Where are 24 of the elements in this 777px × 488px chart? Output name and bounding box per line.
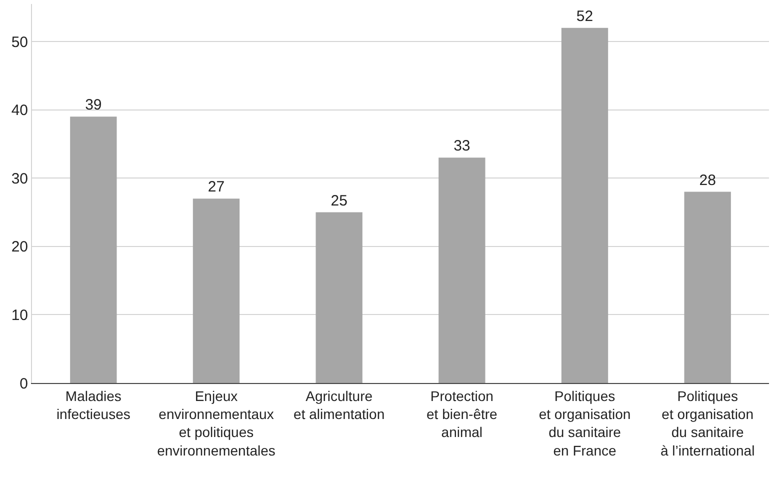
data-label: 39: [85, 96, 102, 114]
bar: [561, 28, 608, 383]
x-tick-label: Protection et bien-être animal: [426, 388, 498, 440]
x-tick-label: Agriculture et alimentation: [294, 388, 385, 422]
y-tick-label: 40: [11, 102, 28, 120]
data-label: 27: [208, 178, 225, 196]
data-label: 25: [330, 192, 348, 210]
data-label: 52: [576, 8, 594, 25]
bar: [684, 192, 731, 383]
data-label: 33: [454, 138, 470, 155]
y-tick-label: 50: [11, 34, 28, 51]
y-tick-label: 20: [11, 238, 28, 256]
x-tick-label: Enjeux environnementaux et politiques environnementales: [157, 388, 276, 458]
bar: [70, 116, 117, 383]
y-tick-label: 10: [11, 306, 28, 324]
bar: [316, 212, 362, 383]
x-tick-label: Maladies infectieuses: [56, 388, 130, 422]
data-label: 28: [699, 172, 716, 189]
bar: [438, 158, 486, 383]
x-tick-label: Politiques et organisation du sanitaire à l’international: [660, 388, 755, 458]
bar: [192, 198, 240, 383]
y-tick-label: 30: [11, 170, 28, 188]
x-tick-label: Politiques et organisation du sanitaire en France: [538, 388, 631, 458]
y-tick-label: 0: [20, 375, 28, 392]
